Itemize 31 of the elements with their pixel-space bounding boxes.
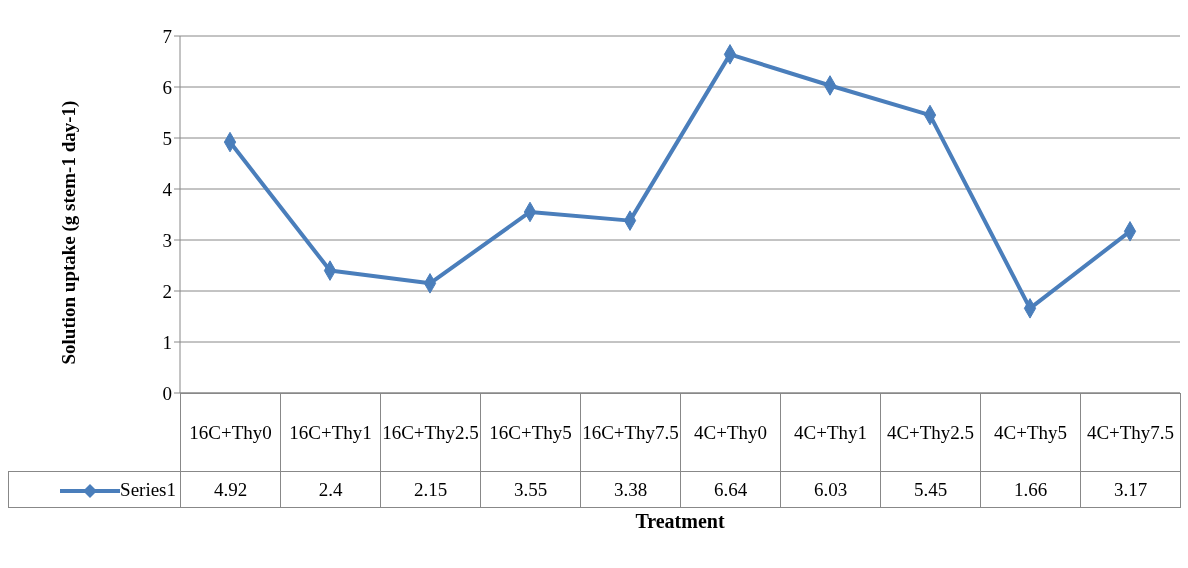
y-tick-label: 0 <box>162 382 172 404</box>
data-label: 6.03 <box>780 471 881 508</box>
data-label: 4.92 <box>180 471 281 508</box>
x-tick-label: 16C+Thy2.5 <box>380 393 481 472</box>
data-label: 2.15 <box>380 471 481 508</box>
y-tick-label: 2 <box>162 280 172 302</box>
data-label: 3.55 <box>480 471 581 508</box>
x-tick-label: 4C+Thy5 <box>980 393 1081 472</box>
y-tick-label: 7 <box>162 25 172 47</box>
x-tick-label: 4C+Thy0 <box>680 393 781 472</box>
data-label: 1.66 <box>980 471 1081 508</box>
y-tick-label: 6 <box>162 76 172 98</box>
data-label: 5.45 <box>880 471 981 508</box>
x-tick-label: 16C+Thy0 <box>180 393 281 472</box>
x-tick-label: 4C+Thy1 <box>780 393 881 472</box>
x-tick-label: 16C+Thy1 <box>280 393 381 472</box>
data-label: 2.4 <box>280 471 381 508</box>
y-tick-label: 1 <box>162 331 172 353</box>
x-tick-label: 16C+Thy5 <box>480 393 581 472</box>
x-axis-title: Treatment <box>634 510 726 533</box>
y-tick-label: 4 <box>162 178 173 200</box>
x-tick-label: 4C+Thy2.5 <box>880 393 981 472</box>
x-tick-label: 16C+Thy7.5 <box>580 393 681 472</box>
x-tick-label: 4C+Thy7.5 <box>1080 393 1181 472</box>
legend-label: Series1 <box>8 471 181 508</box>
y-axis-title: Solution uptake (g stem-1 day-1) <box>57 100 80 365</box>
y-tick-label: 3 <box>162 229 172 251</box>
data-label: 3.17 <box>1080 471 1181 508</box>
y-tick-label: 5 <box>162 127 172 149</box>
data-label: 3.38 <box>580 471 681 508</box>
data-label: 6.64 <box>680 471 781 508</box>
